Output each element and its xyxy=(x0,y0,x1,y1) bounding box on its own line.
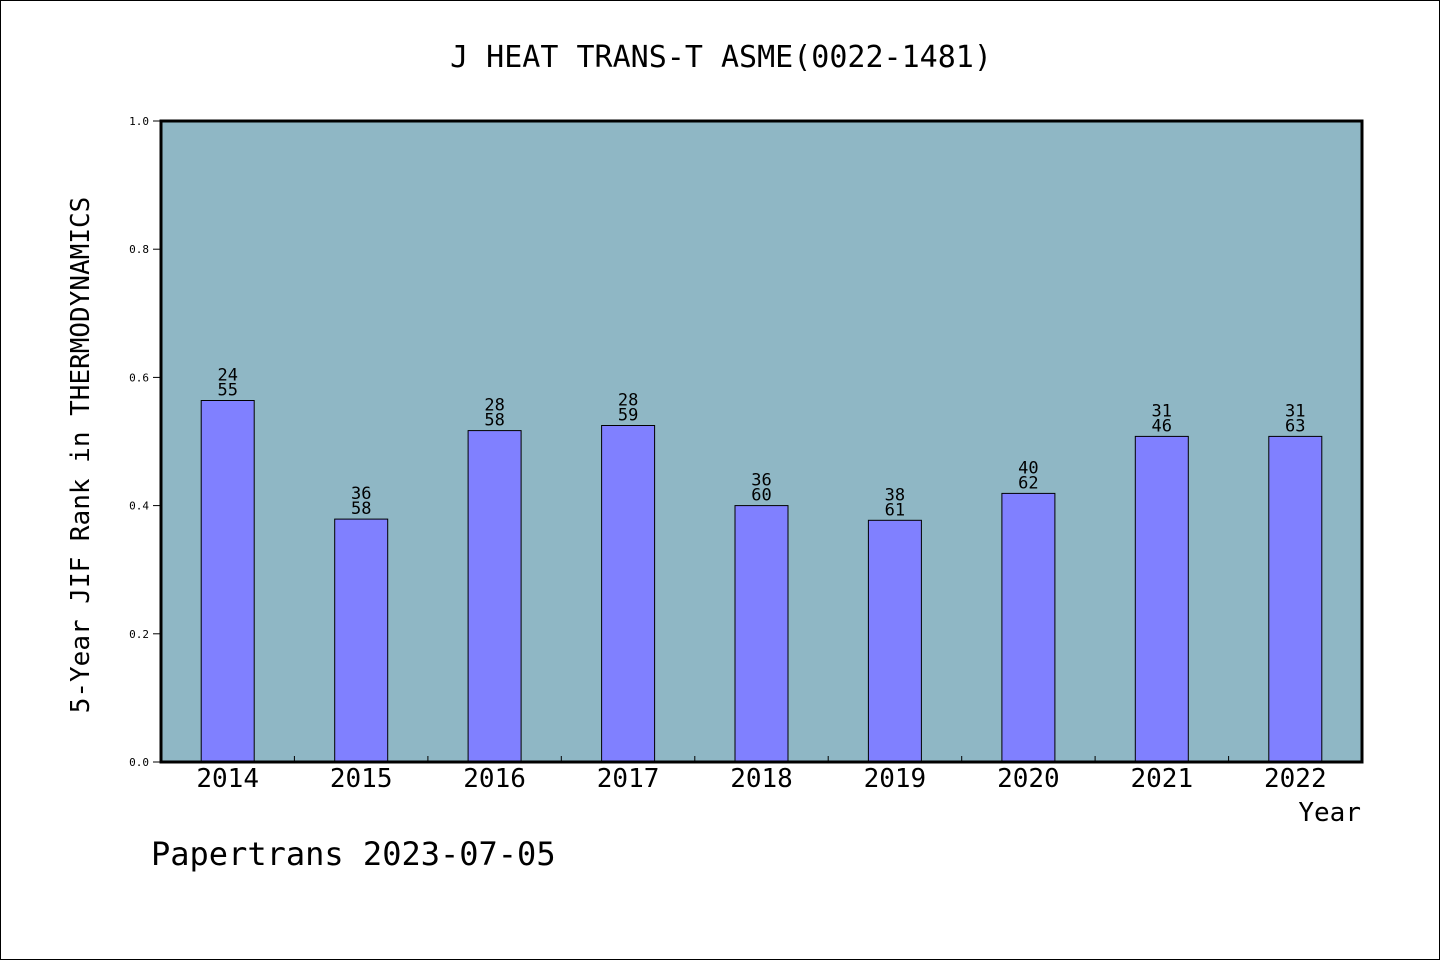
bar-rank-label-2015: 36 xyxy=(351,484,371,504)
bar-rank-label-2016: 28 xyxy=(484,396,504,416)
bar-total-label-2019: 61 xyxy=(885,500,905,520)
x-tick-label-2019: 2019 xyxy=(864,764,927,794)
bar-2016 xyxy=(467,430,522,763)
y-tick-label-0.4: 0.4 xyxy=(129,500,149,513)
bar-total-label-2021: 46 xyxy=(1152,416,1172,436)
x-axis-ticks: 2014 2015 2016 2017 2018 2019 2020 2021 2022 xyxy=(196,756,1327,794)
bar-2020 xyxy=(1001,492,1056,763)
bar-2021 xyxy=(1134,435,1189,763)
y-tick-label-1.0: 1.0 xyxy=(129,115,149,128)
bar-total-label-2022: 63 xyxy=(1285,416,1305,436)
bar-total-label-2014: 55 xyxy=(217,381,237,401)
y-tick-label-0.8: 0.8 xyxy=(129,243,149,256)
bar-total-label-2015: 58 xyxy=(351,499,371,519)
bar-rank-label-2014: 24 xyxy=(217,366,237,386)
x-tick-label-2016: 2016 xyxy=(463,764,526,794)
bar-2022 xyxy=(1268,435,1323,763)
bar-2017 xyxy=(601,425,656,763)
x-tick-label-2020: 2020 xyxy=(997,764,1060,794)
bar-rank-label-2018: 36 xyxy=(751,471,771,491)
bar-2018 xyxy=(734,505,789,763)
x-tick-label-2017: 2017 xyxy=(597,764,660,794)
y-tick-label-0.6: 0.6 xyxy=(129,371,149,384)
x-tick-label-2015: 2015 xyxy=(330,764,393,794)
bar-total-label-2018: 60 xyxy=(751,486,771,506)
bar-rank-label-2017: 28 xyxy=(618,391,638,411)
chart-title: J HEAT TRANS-T ASME(0022-1481) xyxy=(450,40,992,75)
y-axis-ticks: 0.0 0.2 0.4 0.6 0.8 1.0 xyxy=(129,115,161,769)
x-tick-label-2018: 2018 xyxy=(730,764,793,794)
bar-total-label-2020: 62 xyxy=(1018,473,1038,493)
x-tick-label-2014: 2014 xyxy=(196,764,259,794)
bar-total-label-2017: 59 xyxy=(618,406,638,426)
bars-group xyxy=(200,400,1323,763)
bar-2015 xyxy=(334,518,389,763)
y-axis-label: 5-Year JIF Rank in THERMODYNAMICS xyxy=(66,197,96,714)
bar-2019 xyxy=(867,519,922,763)
y-tick-label-0.0: 0.0 xyxy=(129,756,149,769)
bar-total-label-2016: 58 xyxy=(484,411,504,431)
bar-rank-label-2021: 31 xyxy=(1152,401,1172,421)
x-axis-label: Year xyxy=(1298,798,1361,828)
bar-rank-label-2019: 38 xyxy=(885,485,905,505)
x-tick-label-2022: 2022 xyxy=(1264,764,1327,794)
footer-credit: Papertrans 2023-07-05 xyxy=(151,835,556,873)
bar-rank-label-2022: 31 xyxy=(1285,401,1305,421)
x-tick-label-2021: 2021 xyxy=(1130,764,1193,794)
bar-2014 xyxy=(200,400,255,763)
plot-border xyxy=(159,119,1364,764)
y-tick-label-0.2: 0.2 xyxy=(129,628,149,641)
bar-rank-label-2020: 40 xyxy=(1018,458,1038,478)
